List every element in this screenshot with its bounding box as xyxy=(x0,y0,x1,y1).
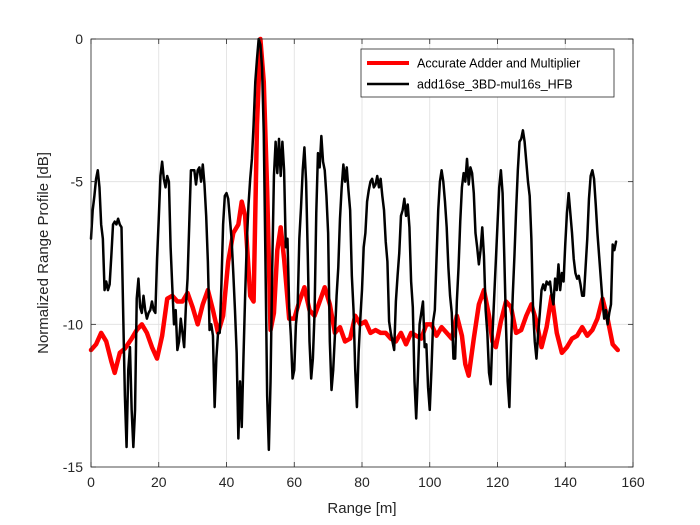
x-tick-label: 160 xyxy=(621,474,645,490)
y-axis-label: Normalized Range Profile [dB] xyxy=(35,152,52,354)
series-layer xyxy=(88,36,621,452)
ticks: 0 20 40 60 80 100 120 140 160 -15 -10 -5 0 xyxy=(63,31,645,490)
y-tick-label: -10 xyxy=(63,316,83,332)
x-tick-label: 0 xyxy=(87,474,95,490)
legend-box xyxy=(360,48,615,98)
y-tick-label: 0 xyxy=(75,31,83,47)
series-accurate-line xyxy=(88,36,621,378)
legend-label-accurate: Accurate Adder and Multiplier xyxy=(417,57,580,71)
x-tick-label: 100 xyxy=(418,474,442,490)
x-axis-label: Range [m] xyxy=(327,500,396,517)
y-tick-label: -5 xyxy=(71,174,84,190)
x-tick-label: 60 xyxy=(286,474,302,490)
legend-label-approximate: add16se_3BD-mul16s_HFB xyxy=(417,78,573,92)
series-approximate-line xyxy=(89,37,618,452)
x-tick-label: 120 xyxy=(486,474,510,490)
y-tick-label: -15 xyxy=(63,459,83,475)
x-tick-label: 20 xyxy=(151,474,167,490)
x-tick-label: 80 xyxy=(354,474,370,490)
legend: Accurate Adder and Multiplier add16se_3B… xyxy=(360,48,615,98)
x-tick-label: 40 xyxy=(219,474,235,490)
x-tick-label: 140 xyxy=(554,474,578,490)
